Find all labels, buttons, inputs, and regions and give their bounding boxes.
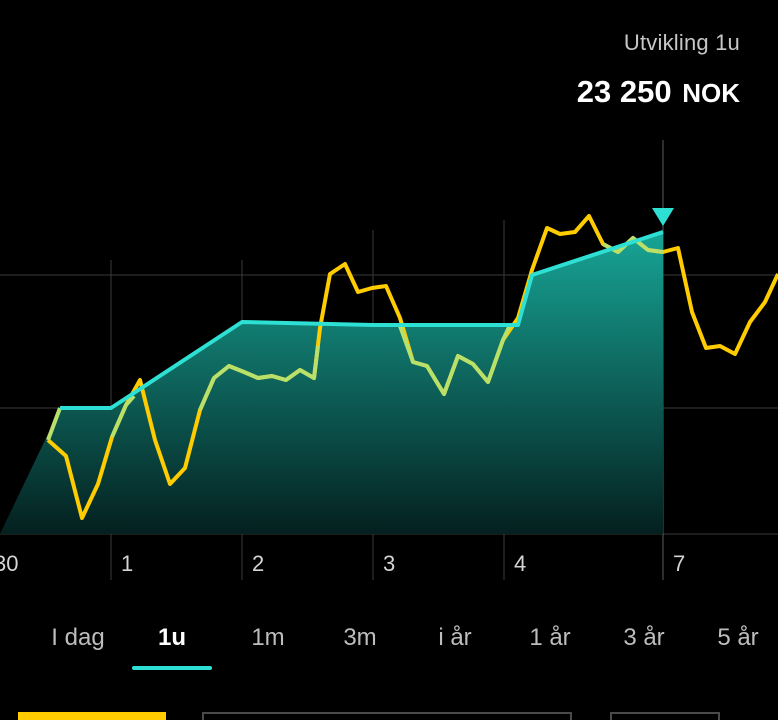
performance-chart[interactable]: 30 1 2 3 4 7: [0, 0, 778, 600]
performance-area: [0, 232, 663, 534]
period-tab-today[interactable]: I dag: [51, 624, 105, 651]
period-tab-ytd[interactable]: i år: [438, 624, 472, 651]
performance-outline-line: [60, 230, 664, 410]
period-tab-1-year[interactable]: 1 år: [529, 624, 571, 651]
fund-line-highlight: [46, 407, 62, 441]
tooltip-subtitle: Utvikling 1u: [623, 30, 740, 55]
tooltip-amount: 23 250: [576, 74, 672, 109]
tertiary-action-button[interactable]: [610, 712, 720, 720]
x-axis: 30 1 2 3 4 7: [0, 551, 685, 576]
active-period-indicator: [132, 666, 212, 670]
period-selector: I dag 1u 1m 3m i år 1 år 3 år 5 år: [0, 616, 778, 676]
secondary-action-button[interactable]: [202, 712, 572, 720]
x-tick-label: 3: [383, 551, 395, 576]
selected-point-marker: [652, 208, 674, 226]
tooltip-currency: NOK: [682, 78, 740, 108]
period-tab-3-months[interactable]: 3m: [343, 624, 377, 651]
x-tick-label: 7: [673, 551, 685, 576]
fund-line-highlight: [398, 324, 512, 396]
x-tick-label: 1: [121, 551, 133, 576]
period-tab-5-years[interactable]: 5 år: [717, 624, 759, 651]
primary-action-button[interactable]: [18, 712, 166, 720]
fund-line-highlight: [110, 394, 136, 438]
x-tick-label: 2: [252, 551, 264, 576]
period-tab-1-week[interactable]: 1u: [157, 624, 186, 651]
fund-line-highlight: [198, 345, 320, 411]
x-tick-label: 4: [514, 551, 526, 576]
tooltip-value: 23 250 NOK: [577, 74, 740, 110]
x-tick-label: 30: [0, 551, 18, 576]
period-tab-1-month[interactable]: 1m: [251, 624, 285, 651]
period-tab-3-years[interactable]: 3 år: [623, 624, 665, 651]
